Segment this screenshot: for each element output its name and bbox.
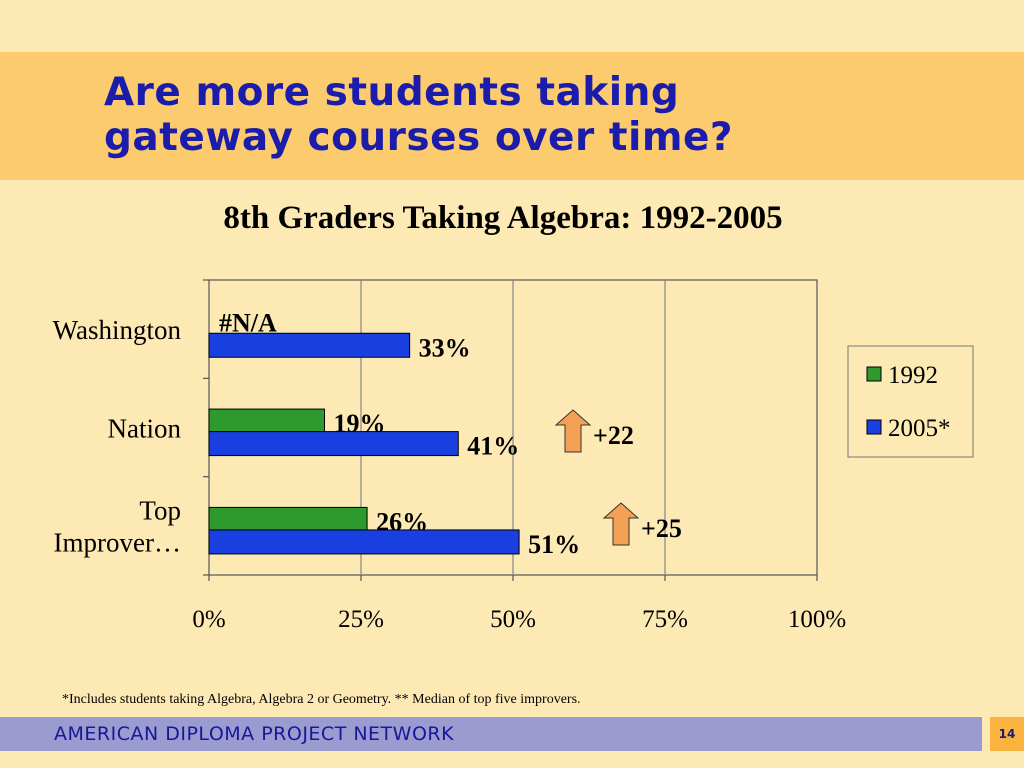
change-annotation: +25 [641, 514, 682, 543]
data-label: 51% [528, 530, 580, 559]
bar-1992 [208, 506, 368, 532]
up-arrow-icon [602, 502, 640, 546]
x-tick-label: 50% [490, 606, 536, 633]
bar-chart: 8th Graders Taking Algebra: 1992-2005 0%… [53, 200, 974, 633]
footer-band [0, 717, 982, 751]
legend-swatch-2005 [866, 419, 882, 435]
category-label: Nation [108, 413, 182, 443]
bar-2005 [208, 529, 520, 555]
x-tick-label: 0% [192, 606, 225, 633]
x-tick-label: 100% [788, 606, 846, 633]
chart-title: 8th Graders Taking Algebra: 1992-2005 [223, 200, 782, 236]
x-tick-label: 25% [338, 606, 384, 633]
slide-title: Are more students taking gateway courses… [104, 70, 734, 160]
title-band [0, 52, 1024, 180]
bar-1992 [208, 408, 326, 434]
legend-box [847, 345, 974, 458]
category-label: Improver… [54, 528, 181, 558]
legend-label: 1992 [888, 362, 938, 389]
legend-label: 2005* [888, 415, 951, 442]
bar-2005 [208, 431, 459, 457]
legend-swatch-1992 [866, 366, 882, 382]
category-label: Top [139, 496, 181, 526]
footnote: *Includes students taking Algebra, Algeb… [62, 692, 581, 707]
page-number-badge: 14 [990, 717, 1024, 751]
data-label: 41% [467, 432, 519, 461]
category-label: Washington [53, 315, 182, 345]
up-arrow-icon [554, 409, 592, 453]
footer-organization-name: AMERICAN DIPLOMA PROJECT NETWORK [54, 723, 455, 745]
x-tick-label: 75% [642, 606, 688, 633]
change-annotation: +22 [593, 421, 634, 450]
bar-2005 [208, 332, 411, 358]
data-label: 33% [419, 333, 471, 362]
